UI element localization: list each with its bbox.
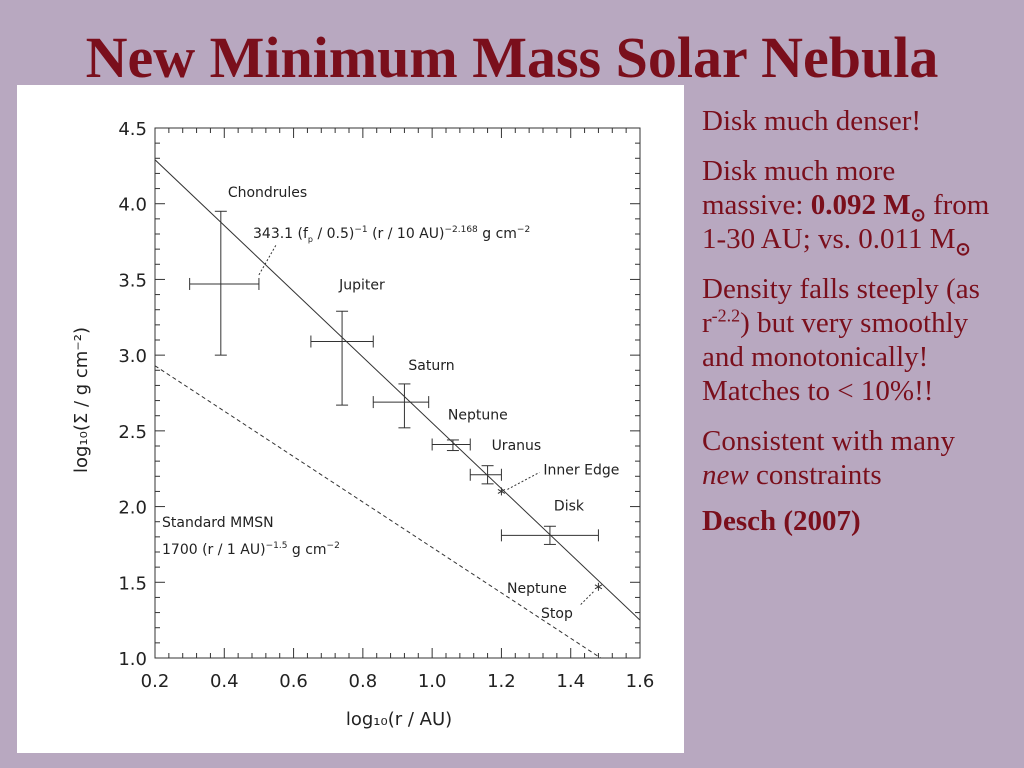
x-tick-label: 0.2 bbox=[141, 671, 170, 692]
slide-bullets: Disk much denser! Disk much more massive… bbox=[702, 104, 1002, 554]
asterisk-marker bbox=[497, 487, 506, 496]
std-mmsn-label: Standard MMSN bbox=[162, 515, 274, 531]
x-tick-label: 1.0 bbox=[418, 671, 447, 692]
std-mmsn-formula: 1700 (r / 1 AU)−1.5 g cm−2 bbox=[162, 541, 340, 558]
point-label: Chondrules bbox=[228, 185, 307, 201]
leader-line bbox=[507, 471, 540, 490]
y-tick-label: 2.0 bbox=[118, 498, 147, 519]
standard-mmsn-line bbox=[155, 365, 602, 658]
y-axis-label: log₁₀(Σ / g cm⁻²) bbox=[71, 327, 92, 473]
x-tick-label: 0.4 bbox=[210, 671, 239, 692]
data-point-uranus bbox=[469, 465, 502, 485]
point-label: Saturn bbox=[408, 358, 454, 374]
point-label: Uranus bbox=[492, 438, 542, 454]
slide-title: New Minimum Mass Solar Nebula bbox=[85, 25, 939, 90]
fit-formula: 343.1 (fp / 0.5)−1 (r / 10 AU)−2.168 g c… bbox=[253, 225, 530, 244]
citation: Desch (2007) bbox=[702, 505, 861, 537]
leader-line bbox=[258, 244, 277, 276]
bullet-density: Density falls steeply (as r-2.2) but ver… bbox=[702, 273, 980, 407]
sun-symbol-icon: ⊙ bbox=[955, 238, 971, 259]
bullet-massive: Disk much more massive: 0.092 M⊙ from 1-… bbox=[702, 155, 990, 259]
y-tick-label: 3.0 bbox=[118, 346, 147, 367]
plot-frame bbox=[154, 127, 641, 659]
neptune-stop-label-1: Neptune bbox=[507, 581, 567, 597]
data-point-chondrules bbox=[189, 210, 260, 356]
x-tick-label: 0.8 bbox=[349, 671, 378, 692]
neptune-stop-label-2: Stop bbox=[541, 606, 573, 622]
point-label: Disk bbox=[554, 498, 585, 514]
x-axis-label: log₁₀(r / AU) bbox=[346, 709, 452, 730]
y-tick-label: 4.5 bbox=[118, 119, 147, 140]
data-point-saturn bbox=[372, 383, 430, 429]
y-tick-label: 4.0 bbox=[118, 195, 147, 216]
data-point-jupiter bbox=[310, 310, 374, 406]
x-tick-label: 1.6 bbox=[626, 671, 655, 692]
asterisk-stroke bbox=[497, 488, 506, 494]
leader-line bbox=[580, 591, 594, 606]
point-label: Neptune bbox=[448, 407, 508, 423]
x-tick-label: 1.4 bbox=[556, 671, 585, 692]
marker-label: Inner Edge bbox=[543, 462, 619, 478]
y-tick-label: 1.5 bbox=[118, 573, 147, 594]
fit-line bbox=[155, 159, 640, 621]
asterisk-marker bbox=[594, 582, 603, 591]
chart: 0.2 0.4 0.6 0.8 1.0 1.2 1.4 1.6 1.0 1.5 2.0 2.5 3.0 3… bbox=[71, 119, 655, 730]
bullet-constraints: Consistent with many new constraints bbox=[702, 425, 955, 491]
y-tick-label: 2.5 bbox=[118, 422, 147, 443]
data-point-disk bbox=[500, 525, 599, 545]
y-tick-label: 3.5 bbox=[118, 270, 147, 291]
chart-panel: 0.2 0.4 0.6 0.8 1.0 1.2 1.4 1.6 1.0 1.5 2.0 2.5 3.0 3… bbox=[17, 85, 684, 753]
y-tick-label: 1.0 bbox=[118, 649, 147, 670]
point-label: Jupiter bbox=[338, 278, 385, 294]
bullet-denser: Disk much denser! bbox=[702, 105, 922, 137]
data-point-neptune bbox=[431, 438, 471, 452]
x-tick-label: 0.6 bbox=[279, 671, 308, 692]
x-tick-label: 1.2 bbox=[487, 671, 516, 692]
asterisk-stroke bbox=[594, 584, 603, 590]
sun-symbol-icon: ⊙ bbox=[910, 204, 926, 225]
